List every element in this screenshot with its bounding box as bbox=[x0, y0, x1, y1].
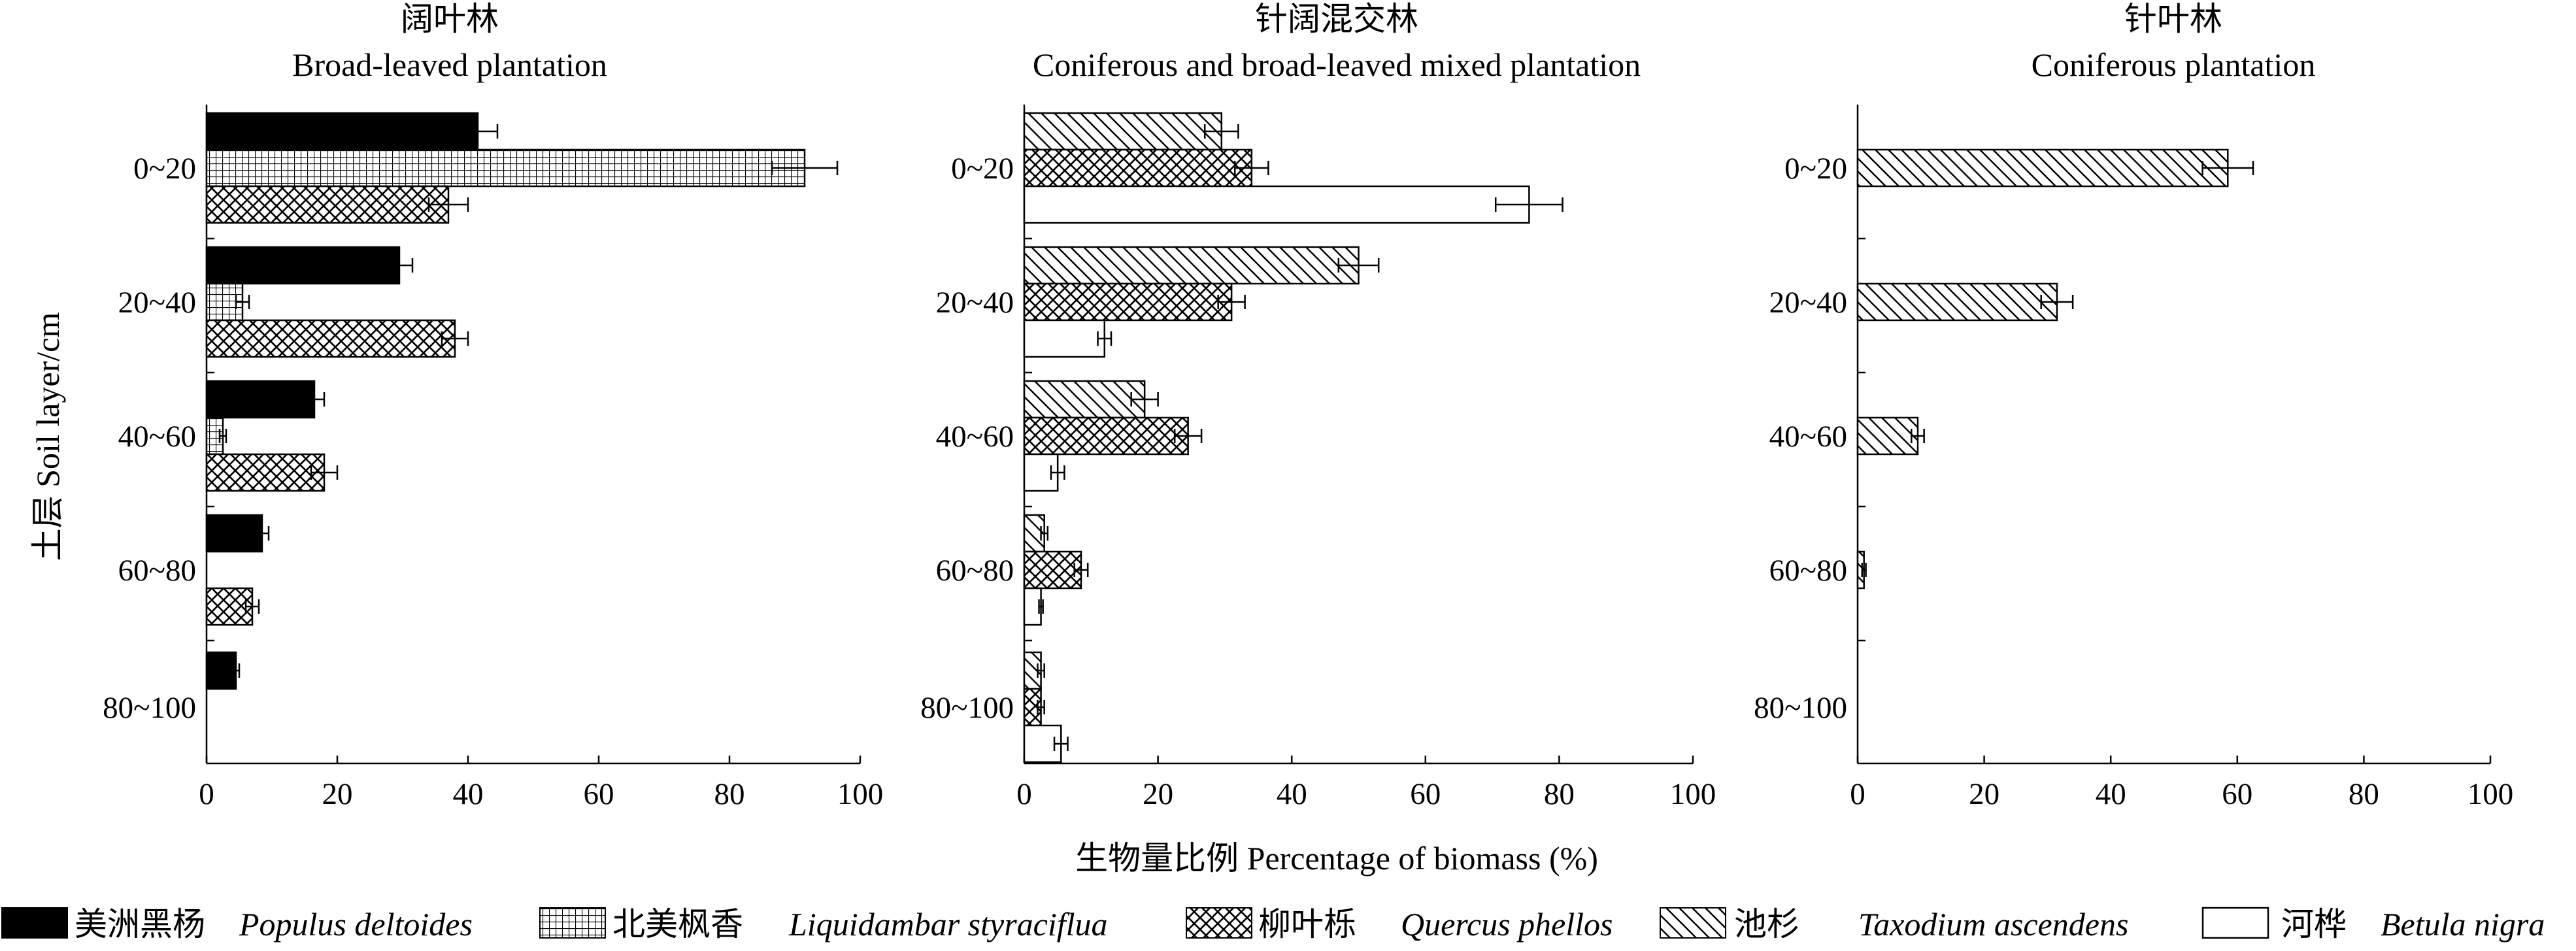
bar bbox=[1856, 416, 1919, 456]
y-tick-label: 80~100 bbox=[920, 691, 1014, 725]
y-tick-label: 80~100 bbox=[1754, 691, 1847, 725]
bar bbox=[1023, 282, 1233, 322]
bar bbox=[1856, 282, 2058, 322]
bar bbox=[205, 112, 479, 151]
bar bbox=[1856, 148, 2229, 188]
legend-swatch-solid-black bbox=[1, 907, 68, 939]
panel-1-title-en: Broad-leaved plantation bbox=[292, 46, 607, 83]
legend-item-populus: 美洲黑杨 Populus deltoides bbox=[1, 906, 473, 943]
x-tick-label: 0 bbox=[1850, 777, 1865, 811]
legend-label-cn: 河桦 bbox=[2281, 906, 2347, 943]
y-tick-label: 20~40 bbox=[118, 286, 196, 320]
x-tick-label: 100 bbox=[2467, 777, 2514, 811]
bar bbox=[205, 148, 806, 188]
y-tick-label: 0~20 bbox=[951, 152, 1014, 186]
legend: 美洲黑杨 Populus deltoides 北美枫香 Liquidambar … bbox=[1, 906, 2545, 943]
legend-label-latin: Taxodium ascendens bbox=[1858, 906, 2128, 943]
bar bbox=[1023, 380, 1146, 419]
x-tick-label: 80 bbox=[714, 777, 745, 811]
panel-3-title-cn: 针叶林 bbox=[2124, 1, 2222, 37]
legend-item-taxodium: 池杉 Taxodium ascendens bbox=[1660, 906, 2128, 943]
legend-label-cn: 池杉 bbox=[1734, 906, 1799, 943]
bar bbox=[205, 380, 316, 419]
legend-swatch-cross-hatch bbox=[1186, 907, 1252, 939]
x-tick-label: 40 bbox=[1277, 777, 1307, 811]
legend-swatch-grid bbox=[539, 907, 606, 939]
y-tick-label: 80~100 bbox=[103, 691, 196, 725]
y-tick-label: 60~80 bbox=[1769, 554, 1847, 588]
legend-item-quercus: 柳叶栎 Quercus phellos bbox=[1186, 906, 1613, 943]
legend-label-latin: Populus deltoides bbox=[239, 906, 473, 943]
legend-label-cn: 美洲黑杨 bbox=[75, 906, 205, 943]
x-tick-label: 100 bbox=[1670, 777, 1716, 811]
legend-label-latin: Betula nigra bbox=[2381, 906, 2545, 943]
legend-label-cn: 北美枫香 bbox=[612, 906, 743, 943]
bar bbox=[1023, 319, 1106, 358]
x-tick-label: 20 bbox=[322, 777, 353, 811]
bar bbox=[1023, 112, 1223, 151]
bar bbox=[205, 185, 450, 224]
x-tick-label: 60 bbox=[2222, 777, 2252, 811]
x-axis-title: 生物量比例 Percentage of biomass (%) bbox=[1075, 840, 1598, 876]
y-tick-label: 40~60 bbox=[936, 420, 1014, 454]
bar bbox=[205, 319, 456, 358]
panel-1-title-cn: 阔叶林 bbox=[401, 1, 499, 37]
panel-2-title-en: Coniferous and broad-leaved mixed planta… bbox=[1033, 46, 1641, 83]
y-tick-label: 0~20 bbox=[1784, 152, 1847, 186]
bar bbox=[1023, 246, 1360, 285]
y-tick-label: 40~60 bbox=[1769, 420, 1847, 454]
y-tick-label: 20~40 bbox=[1769, 286, 1847, 320]
bar bbox=[1023, 185, 1530, 224]
y-axis-title: 土层 Soil layer/cm bbox=[29, 312, 66, 561]
panel-coniferous: 0 20 40 60 80 100 0~20 20~40 40~60 60~80 80~100 bbox=[1754, 105, 2513, 811]
x-tick-label: 80 bbox=[2349, 777, 2379, 811]
x-tick-label: 60 bbox=[584, 777, 614, 811]
bar bbox=[205, 651, 237, 690]
panel-2-title-cn: 针阔混交林 bbox=[1255, 1, 1418, 37]
x-tick-label: 0 bbox=[1016, 777, 1032, 811]
panel-broad-leaved: 0 20 40 60 80 100 0~20 20~40 40~60 60~80 80~100 bbox=[103, 105, 883, 811]
bar bbox=[1023, 550, 1082, 590]
bar bbox=[205, 453, 326, 492]
bar bbox=[205, 514, 263, 553]
legend-label-cn: 柳叶栎 bbox=[1258, 906, 1356, 943]
x-tick-label: 60 bbox=[1410, 777, 1441, 811]
y-tick-label: 20~40 bbox=[936, 286, 1014, 320]
y-tick-label: 60~80 bbox=[936, 554, 1014, 588]
legend-item-liquidambar: 北美枫香 Liquidambar styraciflua bbox=[539, 906, 1108, 943]
bar bbox=[205, 587, 254, 626]
legend-label-latin: Quercus phellos bbox=[1401, 906, 1613, 943]
panel-3-title-en: Coniferous plantation bbox=[2032, 46, 2316, 83]
bar bbox=[1023, 148, 1253, 188]
legend-label-latin: Liquidambar styraciflua bbox=[788, 906, 1108, 943]
x-tick-label: 40 bbox=[453, 777, 484, 811]
legend-swatch-diagonal-hatch bbox=[1660, 907, 1726, 939]
x-tick-label: 40 bbox=[2096, 777, 2126, 811]
x-tick-label: 0 bbox=[199, 777, 214, 811]
x-tick-label: 20 bbox=[1969, 777, 1999, 811]
x-tick-label: 100 bbox=[837, 777, 884, 811]
legend-item-betula: 河桦 Betula nigra bbox=[2201, 906, 2545, 943]
y-tick-label: 60~80 bbox=[118, 554, 196, 588]
y-tick-label: 0~20 bbox=[133, 152, 196, 186]
bar bbox=[1023, 416, 1189, 456]
x-tick-label: 80 bbox=[1544, 777, 1575, 811]
x-tick-label: 20 bbox=[1143, 777, 1173, 811]
panel-mixed: 0 20 40 60 80 100 0~20 20~40 40~60 60~80 80~100 bbox=[920, 105, 1716, 811]
bar bbox=[205, 246, 401, 285]
y-tick-label: 40~60 bbox=[118, 420, 196, 454]
legend-swatch-white bbox=[2201, 907, 2269, 939]
